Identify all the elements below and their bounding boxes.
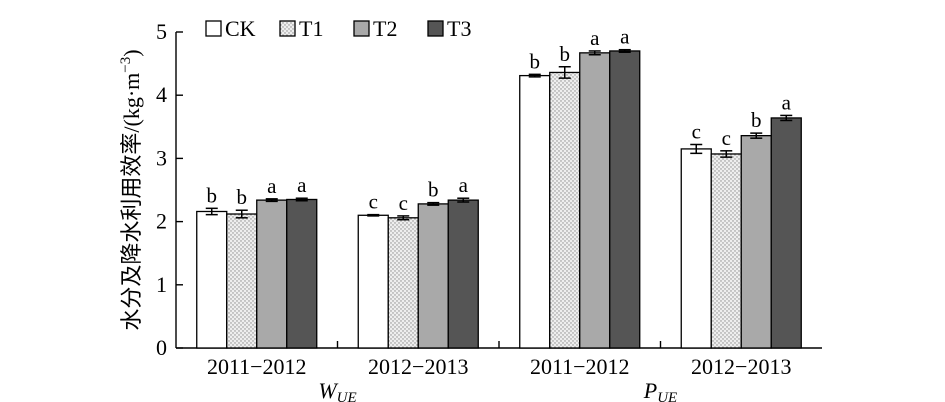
y-tick-label: 1 [156,272,167,297]
legend-label-t2: T2 [373,16,397,41]
legend-swatch-t1 [279,20,296,37]
legend: CK T1 T2 T3 [205,16,471,41]
significance-letter: a [459,173,469,197]
significance-letter: a [620,25,630,49]
group-label-main: W [318,378,338,402]
bars [196,48,802,349]
axes: 0 1 2 3 4 5 水分及降水利用效率/(kg·m−3) [118,19,822,360]
significance-letter: b [428,178,439,202]
legend-label-t3: T3 [447,16,471,41]
group-label-sub: UE [337,390,357,402]
y-axis-title-sup: −3 [118,57,134,73]
significance-letter: c [399,191,408,215]
significance-letter: b [207,183,218,207]
significance-letter: c [369,190,378,214]
group-label-main: P [643,378,657,402]
significance-letter: b [237,185,248,209]
bar-t3-2 [447,199,479,349]
y-axis-title: 水分及降水利用效率/(kg·m−3) [118,49,144,330]
legend-swatch-ck [205,20,222,37]
y-tick-label: 0 [156,335,167,360]
bar-t3-1 [286,198,318,349]
bar-t3-4 [770,117,802,349]
y-tick-label: 4 [156,82,167,107]
bar-t2-1 [256,199,288,349]
legend-label-ck: CK [225,16,256,41]
bar-t2-3 [579,52,611,349]
significance-letter: c [722,126,731,150]
y-tick-label: 5 [156,19,167,44]
bar-t1-3 [549,71,581,349]
x-tick-label: 2012−2013 [368,354,468,379]
significance-letter: a [267,174,277,198]
legend-swatch-t3 [427,20,444,37]
legend-label-t1: T1 [299,16,323,41]
bar-ck-2 [357,214,389,349]
significance-letter: a [782,90,792,114]
significance-letter: a [590,26,600,50]
bar-t1-1 [226,213,258,349]
group-label-sub: UE [657,390,677,402]
group-label: WUE [318,378,356,402]
group-label: PUE [643,378,677,402]
legend-swatch-t2 [353,20,370,37]
bar-t2-2 [417,203,449,349]
y-axis-title-main: 水分及降水利用效率/(kg·m [119,73,144,331]
significance-letter: a [297,173,307,197]
significance-letter: c [692,119,701,143]
significance-letter: b [560,42,571,66]
bar-t2-4 [740,134,772,349]
y-tick-label: 3 [156,145,167,170]
significance-letter: b [530,49,541,73]
y-axis-title-end: ) [119,49,144,56]
bar-t3-3 [609,50,641,349]
significance-letter: b [751,108,762,132]
bar-ck-4 [680,148,712,349]
x-tick-label: 2011−2012 [207,354,307,379]
bar-ck-1 [196,210,228,349]
y-tick-label: 2 [156,209,167,234]
x-tick-label: 2011−2012 [530,354,630,379]
bar-t1-4 [710,153,742,349]
x-tick-label: 2012−2013 [691,354,791,379]
bar-t1-2 [387,217,419,349]
bar-ck-3 [519,74,551,349]
